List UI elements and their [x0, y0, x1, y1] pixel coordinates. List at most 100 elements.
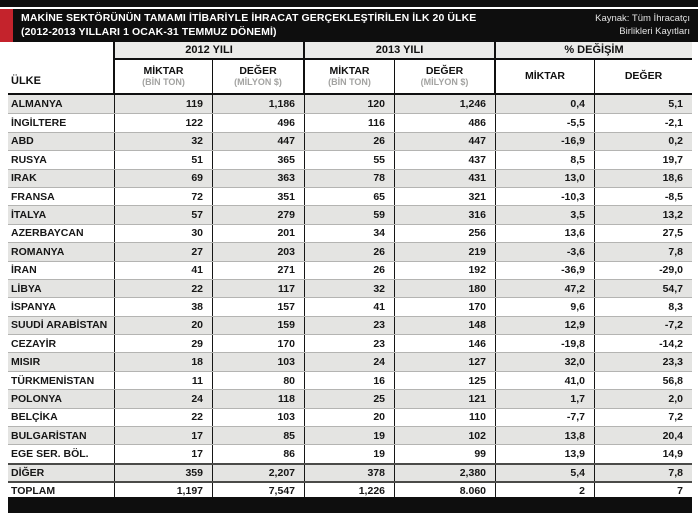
- table-row: ALMANYA 119 1,186 120 1,246 0,4 5,1: [8, 95, 692, 114]
- subheader-unit: (BİN TON): [328, 77, 371, 88]
- miktar-2012-cell: 38: [115, 298, 213, 316]
- country-cell: EGE SER. BÖL.: [8, 445, 115, 463]
- country-cell: TOPLAM: [8, 483, 115, 500]
- change-deger-cell: -7,2: [664, 319, 683, 332]
- country-cell: FRANSA: [8, 187, 115, 206]
- country-cell: DİĞER: [8, 464, 115, 482]
- deger-2013-cell: 99: [395, 445, 496, 463]
- table-row: EGE SER. BÖL. 17 86 19 99 13,9 14,9: [8, 444, 692, 463]
- miktar-2013-cell: 20: [305, 408, 395, 427]
- miktar-2013-cell: 26: [305, 261, 395, 279]
- change-deger-cell: 19,7: [662, 153, 683, 166]
- miktar-2012-cell: 30: [115, 224, 213, 243]
- change-miktar-cell: 13,6: [496, 224, 595, 243]
- change-miktar-cell: 13,9: [496, 445, 595, 463]
- miktar-2013-cell: 65: [305, 187, 395, 206]
- bottom-black-bar: [8, 497, 692, 513]
- deger-2012-cell: 159: [213, 316, 305, 335]
- table-row: İSPANYA 38 157 41 170 9,6 8,3: [8, 297, 692, 316]
- deger-2012-cell: 103: [213, 408, 305, 427]
- export-table: ÜLKE 2012 YILI 2013 YILI % DEĞİŞİM MİKTA…: [8, 42, 692, 500]
- subheader-label: DEĞER: [425, 64, 464, 77]
- change-miktar-cell: 47,2: [496, 279, 595, 298]
- miktar-2013-cell: 59: [305, 206, 395, 224]
- deger-2012-cell: 203: [213, 243, 305, 261]
- group-header-2013: 2013 YILI: [305, 42, 496, 60]
- change-miktar-cell: 1,7: [496, 390, 595, 408]
- change-deger-cell: -14,2: [659, 337, 683, 350]
- column-header-country: ÜLKE: [8, 42, 115, 93]
- subheader-2013-miktar: MİKTAR (BİN TON): [305, 60, 395, 93]
- country-cell: LİBYA: [8, 279, 115, 298]
- subheader-2012-deger: DEĞER (MİLYON $): [213, 60, 305, 93]
- country-cell: CEZAYİR: [8, 335, 115, 353]
- deger-2013-cell: 192: [395, 261, 496, 279]
- miktar-2013-cell: 25: [305, 390, 395, 408]
- change-miktar-cell: -5,5: [496, 114, 595, 132]
- change-deger-cell: 23,3: [662, 356, 683, 369]
- deger-2013-cell: 110: [395, 408, 496, 427]
- change-miktar-cell: -16,9: [496, 132, 595, 151]
- table-row: RUSYA 51 365 55 437 8,5 19,7: [8, 150, 692, 169]
- table-row: CEZAYİR 29 170 23 146 -19,8 -14,2: [8, 334, 692, 353]
- deger-2013-cell: 321: [395, 187, 496, 206]
- change-miktar-cell: 13,0: [496, 169, 595, 187]
- title-bar: MAKİNE SEKTÖRÜNÜN TAMAMI İTİBARİYLE İHRA…: [0, 9, 698, 42]
- deger-2013-cell: 148: [395, 316, 496, 335]
- miktar-2013-cell: 34: [305, 224, 395, 243]
- deger-2013-cell: 8.060: [395, 483, 496, 500]
- source-line-2: Birlikleri Kayıtları: [619, 25, 690, 37]
- miktar-2013-cell: 120: [305, 95, 395, 114]
- country-cell: BULGARİSTAN: [8, 427, 115, 445]
- deger-2013-cell: 2,380: [395, 464, 496, 482]
- change-deger-cell: 20,4: [662, 429, 683, 442]
- subheader-label: MİKTAR: [329, 64, 370, 77]
- miktar-2012-cell: 27: [115, 243, 213, 261]
- deger-2013-cell: 316: [395, 206, 496, 224]
- change-deger-cell: 18,6: [662, 172, 683, 185]
- miktar-2012-cell: 17: [115, 445, 213, 463]
- table-row: TÜRKMENİSTAN 11 80 16 125 41,0 56,8: [8, 370, 692, 390]
- subheader-label: MİKTAR: [524, 70, 566, 83]
- subheader-change-deger: DEĞER: [595, 60, 692, 93]
- subheader-unit: (BİN TON): [142, 77, 185, 88]
- miktar-2012-cell: 17: [115, 427, 213, 445]
- deger-2013-cell: 431: [395, 169, 496, 187]
- deger-2012-cell: 86: [213, 445, 305, 463]
- deger-2012-cell: 363: [213, 169, 305, 187]
- miktar-2013-cell: 41: [305, 298, 395, 316]
- deger-2013-cell: 447: [395, 132, 496, 151]
- deger-2012-cell: 103: [213, 353, 305, 371]
- table-row: SUUDİ ARABİSTAN 20 159 23 148 12,9 -7,2: [8, 315, 692, 335]
- country-cell: IRAK: [8, 169, 115, 187]
- deger-2013-cell: 121: [395, 390, 496, 408]
- subheader-unit: (MİLYON $): [420, 77, 469, 88]
- miktar-2013-cell: 26: [305, 243, 395, 261]
- miktar-2012-cell: 122: [115, 114, 213, 132]
- miktar-2013-cell: 19: [305, 427, 395, 445]
- country-cell: BELÇİKA: [8, 408, 115, 427]
- deger-2013-cell: 102: [395, 427, 496, 445]
- change-deger-cell: 27,5: [662, 227, 683, 240]
- deger-2013-cell: 127: [395, 353, 496, 371]
- table-header: ÜLKE 2012 YILI 2013 YILI % DEĞİŞİM MİKTA…: [8, 42, 692, 95]
- country-cell: MISIR: [8, 353, 115, 371]
- miktar-2012-cell: 20: [115, 316, 213, 335]
- miktar-2012-cell: 51: [115, 151, 213, 169]
- miktar-2013-cell: 378: [305, 464, 395, 482]
- deger-2012-cell: 7,547: [213, 483, 305, 500]
- deger-2012-cell: 271: [213, 261, 305, 279]
- change-deger-cell: 7,2: [668, 411, 683, 424]
- deger-2012-cell: 157: [213, 298, 305, 316]
- subheader-2012-miktar: MİKTAR (BİN TON): [115, 60, 213, 93]
- country-cell: İRAN: [8, 261, 115, 279]
- country-cell: ALMANYA: [8, 95, 115, 114]
- source-line-1: Kaynak: Tüm İhracatçı: [595, 13, 690, 25]
- deger-2012-cell: 170: [213, 335, 305, 353]
- group-header-change: % DEĞİŞİM: [496, 42, 692, 60]
- miktar-2012-cell: 119: [115, 95, 213, 114]
- change-deger-cell: 8,3: [668, 300, 683, 313]
- table-row: İNGİLTERE 122 496 116 486 -5,5 -2,1: [8, 113, 692, 132]
- deger-2012-cell: 365: [213, 151, 305, 169]
- miktar-2012-cell: 22: [115, 408, 213, 427]
